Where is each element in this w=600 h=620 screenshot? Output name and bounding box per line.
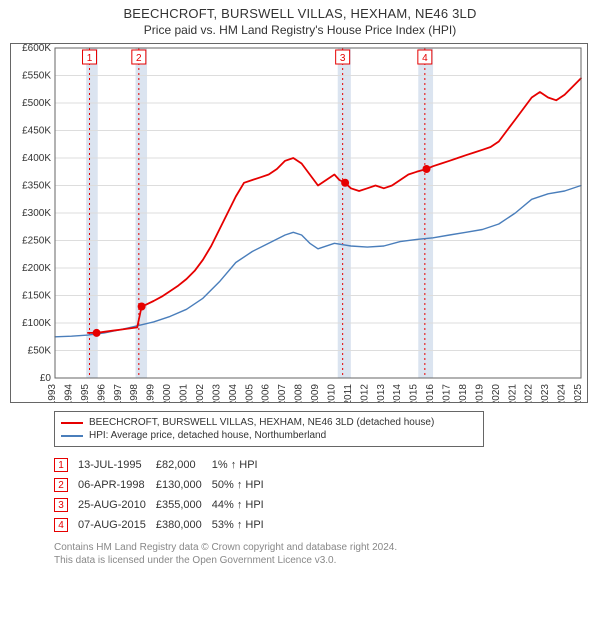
svg-text:2009: 2009 — [310, 384, 321, 402]
svg-text:£500K: £500K — [22, 98, 51, 109]
svg-text:2019: 2019 — [474, 384, 485, 402]
svg-text:£0: £0 — [40, 373, 52, 384]
svg-text:2021: 2021 — [507, 384, 518, 402]
svg-text:2024: 2024 — [557, 384, 568, 402]
sale-hpi: 1% ↑ HPI — [212, 455, 274, 475]
chart-svg: £0 £50K £100K £150K £200K £250K £300K £350K £400… — [11, 44, 587, 402]
svg-text:£400K: £400K — [22, 153, 51, 164]
legend-item-property: BEECHCROFT, BURSWELL VILLAS, HEXHAM, NE4… — [61, 416, 477, 429]
attribution-line1: Contains HM Land Registry data © Crown c… — [54, 541, 590, 554]
svg-text:1996: 1996 — [96, 384, 107, 402]
property-price-chart: BEECHCROFT, BURSWELL VILLAS, HEXHAM, NE4… — [0, 0, 600, 575]
sale-date: 25-AUG-2010 — [78, 495, 156, 515]
legend-label-hpi: HPI: Average price, detached house, Nort… — [89, 430, 326, 441]
sale-chip: 1 — [54, 458, 68, 472]
svg-text:2016: 2016 — [425, 384, 436, 402]
svg-text:2017: 2017 — [442, 384, 453, 402]
svg-text:£350K: £350K — [22, 181, 51, 192]
sale-chip: 4 — [54, 518, 68, 532]
sale-chip: 2 — [54, 478, 68, 492]
svg-text:2000: 2000 — [162, 384, 173, 402]
chart-plot-area: £0 £50K £100K £150K £200K £250K £300K £350K £400… — [10, 43, 588, 403]
svg-text:1997: 1997 — [113, 384, 124, 402]
sale-row: 4 07-AUG-2015£380,00053% ↑ HPI — [54, 515, 274, 535]
svg-text:2002: 2002 — [195, 384, 206, 402]
legend-item-hpi: HPI: Average price, detached house, Nort… — [61, 429, 477, 442]
svg-text:2005: 2005 — [244, 384, 255, 402]
swatch-hpi — [61, 435, 83, 437]
sale-price: £380,000 — [156, 515, 212, 535]
legend-label-property: BEECHCROFT, BURSWELL VILLAS, HEXHAM, NE4… — [89, 417, 434, 428]
svg-text:2022: 2022 — [524, 384, 535, 402]
svg-text:1998: 1998 — [129, 384, 140, 402]
sale-hpi: 44% ↑ HPI — [212, 495, 274, 515]
chart-title: BEECHCROFT, BURSWELL VILLAS, HEXHAM, NE4… — [10, 6, 590, 21]
sale-price: £130,000 — [156, 475, 212, 495]
svg-text:2007: 2007 — [277, 384, 288, 402]
svg-text:£250K: £250K — [22, 236, 51, 247]
chart-legend: BEECHCROFT, BURSWELL VILLAS, HEXHAM, NE4… — [54, 411, 484, 447]
sale-price: £82,000 — [156, 455, 212, 475]
svg-text:2: 2 — [136, 53, 142, 64]
attribution-line2: This data is licensed under the Open Gov… — [54, 554, 590, 567]
svg-text:2015: 2015 — [409, 384, 420, 402]
sale-date: 07-AUG-2015 — [78, 515, 156, 535]
svg-text:1999: 1999 — [146, 384, 157, 402]
sale-date: 13-JUL-1995 — [78, 455, 156, 475]
chart-titles: BEECHCROFT, BURSWELL VILLAS, HEXHAM, NE4… — [10, 6, 590, 37]
svg-text:1993: 1993 — [47, 384, 58, 402]
sale-hpi: 50% ↑ HPI — [212, 475, 274, 495]
svg-text:4: 4 — [422, 53, 428, 64]
sale-row: 3 25-AUG-2010£355,00044% ↑ HPI — [54, 495, 274, 515]
svg-text:2004: 2004 — [228, 384, 239, 402]
svg-text:2023: 2023 — [540, 384, 551, 402]
sale-hpi: 53% ↑ HPI — [212, 515, 274, 535]
svg-text:£450K: £450K — [22, 126, 51, 137]
svg-text:2025: 2025 — [573, 384, 584, 402]
svg-text:1995: 1995 — [80, 384, 91, 402]
svg-text:2013: 2013 — [376, 384, 387, 402]
svg-text:1994: 1994 — [63, 384, 74, 402]
svg-text:£150K: £150K — [22, 291, 51, 302]
chart-subtitle: Price paid vs. HM Land Registry's House … — [10, 23, 590, 37]
svg-text:2014: 2014 — [392, 384, 403, 402]
svg-text:2012: 2012 — [359, 384, 370, 402]
svg-text:2010: 2010 — [326, 384, 337, 402]
swatch-property — [61, 422, 83, 424]
sale-price: £355,000 — [156, 495, 212, 515]
svg-text:2006: 2006 — [261, 384, 272, 402]
svg-text:£200K: £200K — [22, 263, 51, 274]
sale-chip: 3 — [54, 498, 68, 512]
sale-row: 2 06-APR-1998£130,00050% ↑ HPI — [54, 475, 274, 495]
svg-text:2003: 2003 — [211, 384, 222, 402]
sales-table: 1 13-JUL-1995£82,0001% ↑ HPI 2 06-APR-1998£… — [54, 455, 590, 535]
sale-date: 06-APR-1998 — [78, 475, 156, 495]
svg-text:2018: 2018 — [458, 384, 469, 402]
svg-text:£550K: £550K — [22, 71, 51, 82]
svg-text:1: 1 — [87, 53, 93, 64]
svg-text:2011: 2011 — [343, 384, 354, 402]
svg-text:2020: 2020 — [491, 384, 502, 402]
svg-text:£100K: £100K — [22, 318, 51, 329]
svg-text:£600K: £600K — [22, 44, 51, 54]
svg-text:2008: 2008 — [294, 384, 305, 402]
sale-row: 1 13-JUL-1995£82,0001% ↑ HPI — [54, 455, 274, 475]
svg-text:3: 3 — [340, 53, 346, 64]
svg-text:£300K: £300K — [22, 208, 51, 219]
svg-text:£50K: £50K — [28, 346, 52, 357]
svg-text:2001: 2001 — [179, 384, 190, 402]
attribution: Contains HM Land Registry data © Crown c… — [54, 541, 590, 567]
